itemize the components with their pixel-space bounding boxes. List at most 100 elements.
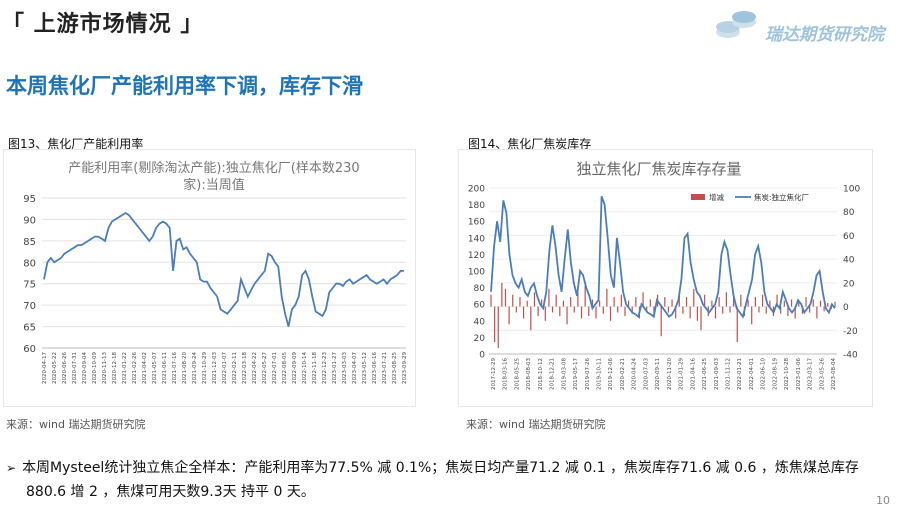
x-tick-label: 2022-05-27 bbox=[262, 352, 268, 384]
inventory-change-bar bbox=[718, 297, 720, 307]
inventory-change-bar bbox=[649, 299, 651, 307]
x-tick-label: 2017-12-29 bbox=[491, 358, 497, 390]
legend-swatch-bar bbox=[691, 194, 705, 200]
y-right-tick-label: 0 bbox=[843, 303, 849, 313]
inventory-change-bar bbox=[740, 294, 742, 307]
inventory-change-bar bbox=[501, 282, 503, 307]
figure-14-label: 图14、焦化厂焦炭库存 bbox=[468, 137, 592, 151]
summary-lead: 本周Mysteel统计独立焦企全样本：产能利用率为77.5% 减 0.1%；焦炭… bbox=[22, 460, 859, 476]
inventory-change-bar bbox=[519, 297, 521, 307]
x-tick-label: 2021-09-24 bbox=[192, 352, 198, 384]
inventory-change-bar bbox=[736, 306, 738, 343]
headline: 本周焦化厂产能利用率下调，库存下滑 bbox=[6, 74, 363, 98]
x-tick-label: 2019-07-26 bbox=[585, 358, 591, 390]
inventory-change-bar bbox=[711, 300, 713, 307]
legend-label-line: 焦炭:独立焦化厂 bbox=[754, 192, 810, 202]
inventory-change-bar bbox=[530, 306, 532, 331]
x-tick-label: 2022-08-19 bbox=[772, 358, 778, 390]
y-right-tick-label: 20 bbox=[843, 279, 855, 289]
x-tick-label: 2020-11-20 bbox=[667, 358, 673, 390]
inventory-change-bar bbox=[573, 306, 575, 313]
x-tick-label: 2020-10-09 bbox=[92, 352, 98, 384]
x-tick-label: 2022-06-10 bbox=[761, 358, 767, 390]
inventory-change-bar bbox=[667, 306, 670, 313]
inventory-change-bar bbox=[562, 300, 565, 307]
summary-tail: 880.6 增 2 ，焦煤可用天数9.3天 持平 0 天。 bbox=[26, 484, 315, 500]
inventory-change-bar bbox=[660, 306, 662, 337]
inventory-change-bar bbox=[584, 285, 586, 307]
inventory-change-bar bbox=[548, 288, 550, 307]
x-tick-label: 2023-01-27 bbox=[332, 352, 338, 384]
chart-title-line: 家):当周值 bbox=[183, 177, 244, 193]
inventory-change-bar bbox=[819, 300, 822, 307]
inventory-change-bar bbox=[780, 306, 782, 314]
x-tick-label: 2019-10-11 bbox=[597, 358, 603, 390]
inventory-change-bar bbox=[675, 306, 677, 319]
y-left-tick-label: 160 bbox=[468, 218, 485, 228]
logo-text: 瑞达期货研究院 bbox=[765, 25, 884, 45]
summary-bullet: ➢ 本周Mysteel统计独立焦企全样本：产能利用率为77.5% 减 0.1%；焦… bbox=[6, 456, 894, 504]
inventory-change-bar bbox=[580, 306, 583, 319]
inventory-change-bar bbox=[537, 306, 539, 317]
inventory-change-bar bbox=[747, 299, 749, 307]
inventory-change-bar bbox=[497, 306, 499, 349]
inventory-change-bar bbox=[555, 294, 557, 307]
inventory-change-bar bbox=[642, 292, 644, 307]
x-tick-label: 2021-10-29 bbox=[202, 352, 208, 384]
inventory-change-bar bbox=[783, 300, 785, 307]
inventory-change-bar bbox=[624, 306, 626, 317]
x-tick-label: 2018-10-12 bbox=[538, 358, 544, 390]
logo: 瑞达期货研究院 bbox=[714, 6, 894, 46]
inventory-change-bar bbox=[685, 297, 688, 307]
inventory-change-bar bbox=[689, 306, 691, 319]
x-tick-label: 2018-12-21 bbox=[550, 358, 556, 390]
x-tick-label: 2022-03-18 bbox=[242, 352, 248, 384]
x-tick-label: 2019-03-08 bbox=[561, 358, 567, 390]
inventory-change-bar bbox=[606, 288, 608, 307]
chart-panel-coke-inventory: 独立焦化厂焦炭库存存量 0 20 40 60 80 100 120 140 160 180 200 -4… bbox=[458, 149, 873, 407]
inventory-change-bar bbox=[700, 306, 702, 331]
x-tick-label: 2022-11-18 bbox=[312, 352, 318, 384]
x-tick-label: 2022-08-05 bbox=[282, 352, 288, 384]
figure-13-label: 图13、焦化厂产能利用率 bbox=[8, 137, 144, 151]
inventory-change-bar bbox=[834, 301, 836, 307]
inventory-change-bar bbox=[490, 294, 492, 307]
inventory-change-bar bbox=[570, 297, 572, 307]
x-tick-label: 2020-09-04 bbox=[82, 352, 88, 384]
x-tick-label: 2020-09-11 bbox=[655, 358, 661, 390]
y-tick-label: 60 bbox=[23, 344, 36, 355]
inventory-change-bar bbox=[693, 288, 695, 307]
x-tick-label: 2021-09-03 bbox=[714, 358, 720, 390]
inventory-change-bar bbox=[494, 306, 496, 343]
inventory-change-bar bbox=[646, 306, 648, 313]
y-left-tick-label: 20 bbox=[474, 334, 486, 344]
y-right-tick-label: 80 bbox=[843, 208, 855, 218]
y-left-tick-label: 0 bbox=[479, 351, 485, 361]
x-tick-label: 2021-06-25 bbox=[702, 358, 708, 390]
chart-panel-utilization: 产能利用率(剔除淘汰产能):独立焦化厂(样本数230 家):当周值 60 65 70 75… bbox=[3, 149, 416, 407]
x-tick-label: 2019-12-06 bbox=[608, 358, 614, 390]
x-tick-label: 2021-01-22 bbox=[122, 352, 128, 384]
y-left-tick-label: 100 bbox=[468, 268, 485, 278]
y-tick-label: 95 bbox=[23, 194, 36, 205]
x-tick-label: 2023-08-25 bbox=[392, 352, 398, 384]
x-tick-label: 2022-01-07 bbox=[222, 352, 228, 384]
y-tick-label: 65 bbox=[23, 323, 36, 334]
inventory-change-bar bbox=[765, 306, 767, 314]
x-tick-label: 2020-07-03 bbox=[643, 358, 649, 390]
inventory-change-bar bbox=[798, 300, 800, 307]
inventory-change-bar bbox=[512, 294, 514, 307]
inventory-change-bar bbox=[515, 306, 517, 313]
inventory-series-line bbox=[490, 195, 836, 319]
inventory-change-bar bbox=[827, 303, 829, 307]
y-right-tick-label: 40 bbox=[843, 256, 855, 266]
y-right-tick-label: 60 bbox=[843, 232, 855, 242]
x-tick-label: 2022-10-14 bbox=[302, 352, 308, 384]
x-tick-label: 2020-07-31 bbox=[72, 352, 78, 384]
x-tick-label: 2023-07-21 bbox=[382, 352, 388, 384]
inventory-change-bar bbox=[816, 306, 818, 319]
x-tick-label: 2022-10-28 bbox=[784, 358, 790, 390]
y-left-tick-label: 80 bbox=[474, 284, 486, 294]
y-tick-label: 80 bbox=[23, 258, 36, 269]
